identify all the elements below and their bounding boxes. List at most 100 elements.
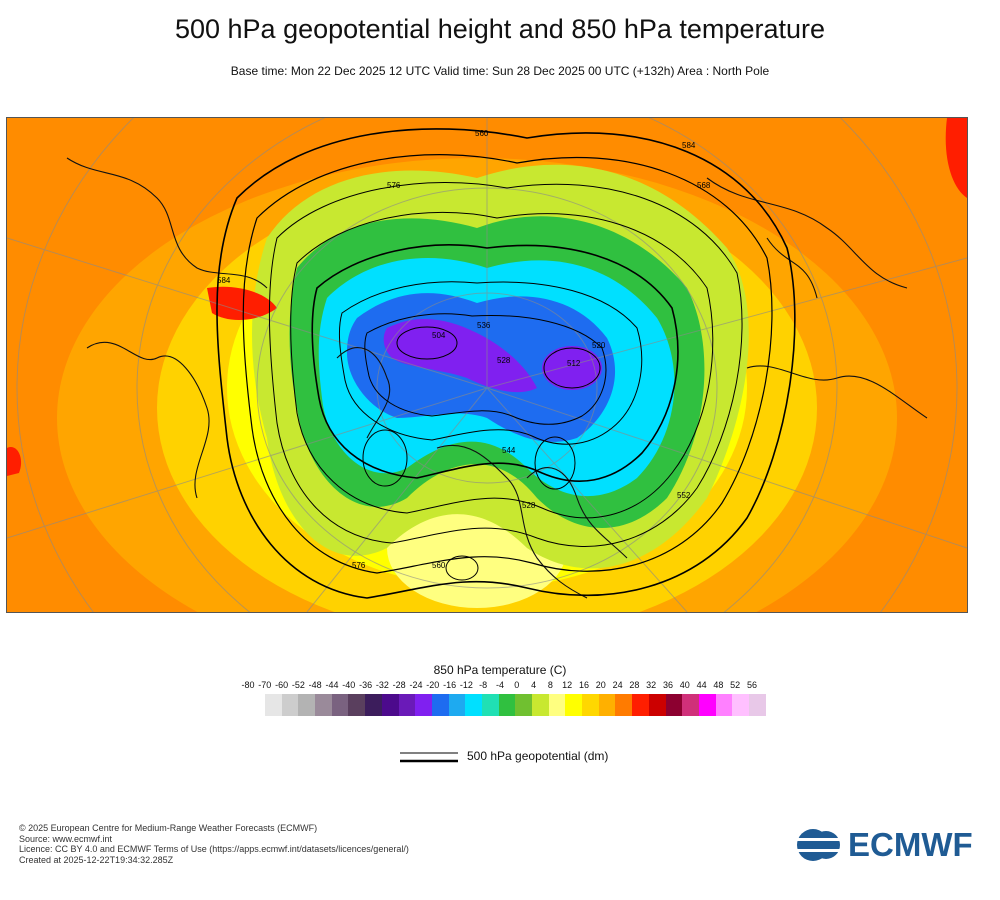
colorbar-tick-label: -40 [342, 680, 356, 690]
colorbar-swatch [715, 694, 733, 716]
colorbar-tick-label: -52 [291, 680, 305, 690]
legend-line-icon [400, 752, 458, 763]
contour-label: 568 [697, 181, 711, 190]
colorbar-swatch [315, 694, 332, 716]
colorbar-tick-label: 8 [547, 680, 553, 690]
geopotential-contours [216, 128, 796, 599]
colorbar-tick-label: 24 [612, 680, 623, 690]
colorbar [265, 694, 766, 716]
colorbar-tick-label: 44 [696, 680, 707, 690]
colorbar-swatch [682, 694, 699, 716]
colorbar-swatch [565, 694, 583, 716]
contour-label: 560 [432, 561, 446, 570]
colorbar-swatch [748, 694, 766, 716]
colorbar-swatch [281, 694, 299, 716]
colorbar-tick-label: 20 [595, 680, 606, 690]
colorbar-tick-label: 4 [531, 680, 537, 690]
colorbar-swatch [348, 694, 366, 716]
hot-spot-west [207, 286, 277, 320]
colorbar-swatch [632, 694, 649, 716]
colorbar-ticks: -80 -70 -60 -52 -48 -44 -40 -36 -32 -28 -24 -20 -16-… [236, 680, 764, 694]
contour-label: 560 [475, 129, 489, 138]
legend-label: 500 hPa geopotential (dm) [467, 749, 609, 763]
colorbar-swatch [515, 694, 532, 716]
colorbar-swatch [365, 694, 382, 716]
colorbar-tick-label: -70 [258, 680, 272, 690]
colorbar-swatch [615, 694, 633, 716]
ecmwf-logo-icon [796, 829, 842, 861]
contour-labels: 560 584 576 504 512 520 528 536 544 552 … [217, 129, 711, 570]
colorbar-swatch [431, 694, 449, 716]
contour-label: 528 [522, 501, 536, 510]
contour-label: 576 [387, 181, 401, 190]
colorbar-tick-label: -44 [325, 680, 339, 690]
contour-label: 512 [567, 359, 581, 368]
colorbar-tick-label: 28 [629, 680, 640, 690]
contour-label: 504 [432, 331, 446, 340]
colorbar-tick-label: -28 [392, 680, 406, 690]
contour-label: 584 [682, 141, 696, 150]
footer-line: Created at 2025-12-22T19:34:32.285Z [19, 854, 174, 865]
contour-label: 552 [677, 491, 691, 500]
chart-subtitle: Base time: Mon 22 Dec 2025 12 UTC Valid … [230, 64, 770, 78]
colorbar-swatch [465, 694, 482, 716]
colorbar-swatch [381, 694, 399, 716]
ecmwf-logo: ECMWF [796, 825, 986, 865]
colorbar-swatch [448, 694, 466, 716]
colorbar-tick-label: -24 [409, 680, 423, 690]
colorbar-title: 850 hPa temperature (C) [433, 663, 567, 677]
chart-title: 500 hPa geopotential height and 850 hPa … [174, 14, 825, 44]
hot-spot-ne [945, 118, 967, 198]
cold-core-east [542, 346, 602, 390]
colorbar-tick-label: 36 [662, 680, 673, 690]
colorbar-tick-label: 52 [730, 680, 741, 690]
colorbar-tick-label: 48 [713, 680, 724, 690]
contour-label: 576 [352, 561, 366, 570]
colorbar-tick-label: -48 [308, 680, 322, 690]
contour-label: 536 [477, 321, 491, 330]
contour-label: 520 [592, 341, 606, 350]
colorbar-swatch [732, 694, 749, 716]
hot-spot-sw [7, 447, 22, 476]
coastlines [66, 157, 928, 599]
colorbar-swatch [398, 694, 416, 716]
colorbar-tick-label: 40 [679, 680, 690, 690]
colorbar-tick-label: 32 [646, 680, 657, 690]
contour-label: 544 [502, 446, 516, 455]
colorbar-tick-label: -36 [359, 680, 373, 690]
contour-label: 584 [217, 276, 231, 285]
footer-line: Source: www.ecmwf.int [19, 833, 113, 844]
colorbar-tick-label: -4 [495, 680, 504, 690]
footer-line: © 2025 European Centre for Medium-Range … [19, 823, 318, 833]
colorbar-swatch [532, 694, 549, 716]
colorbar-swatch [265, 694, 282, 716]
colorbar-tick-label: -12 [459, 680, 473, 690]
north-pole-map: 560 584 576 504 512 520 528 536 544 552 … [6, 117, 968, 613]
colorbar-swatch [598, 694, 616, 716]
colorbar-tick-label: -60 [275, 680, 289, 690]
colorbar-tick-label: -32 [375, 680, 389, 690]
colorbar-swatch [698, 694, 716, 716]
colorbar-swatch [415, 694, 432, 716]
colorbar-swatch [331, 694, 349, 716]
colorbar-tick-label: -20 [426, 680, 440, 690]
colorbar-swatch [481, 694, 499, 716]
colorbar-tick-label: 0 [514, 680, 520, 690]
colorbar-swatch [498, 694, 516, 716]
colorbar-swatch [582, 694, 599, 716]
graticule [7, 118, 967, 612]
cold-core-west [383, 318, 537, 393]
colorbar-swatch [298, 694, 316, 716]
colorbar-tick-label: -16 [443, 680, 457, 690]
colorbar-tick-label: -80 [241, 680, 255, 690]
colorbar-swatch [648, 694, 666, 716]
contour-label: 528 [497, 356, 511, 365]
colorbar-tick-label: -8 [479, 680, 488, 690]
colorbar-tick-label: 12 [562, 680, 573, 690]
colorbar-swatch [665, 694, 683, 716]
colorbar-tick-label: 56 [746, 680, 757, 690]
ecmwf-logo-text: ECMWF [848, 826, 973, 863]
colorbar-swatch [548, 694, 566, 716]
footer: © 2025 European Centre for Medium-Range … [19, 823, 409, 865]
footer-line: Licence: CC BY 4.0 and ECMWF Terms of Us… [19, 844, 409, 854]
